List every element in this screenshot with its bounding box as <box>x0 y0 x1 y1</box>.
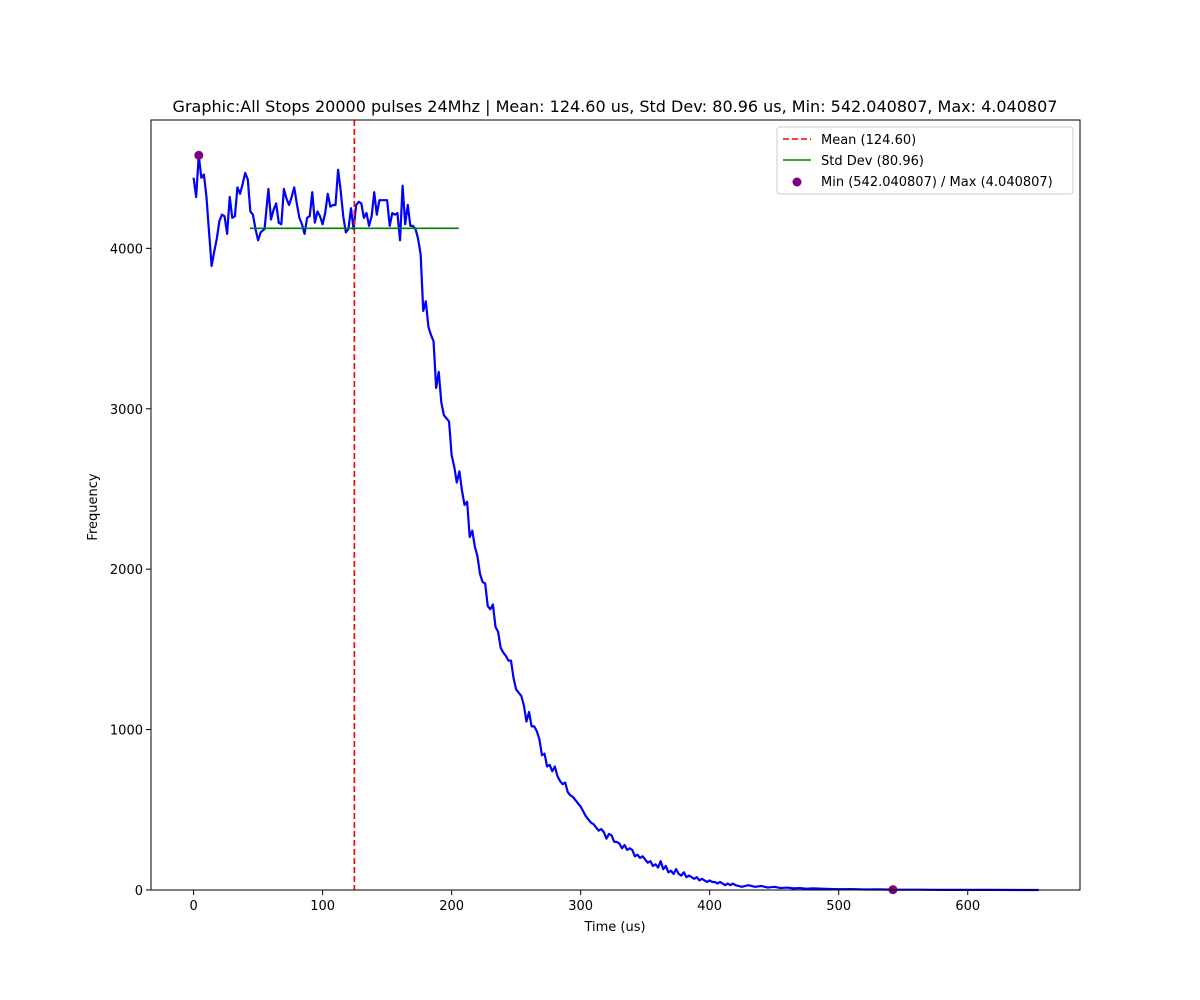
chart-title: Graphic:All Stops 20000 pulses 24Mhz | M… <box>173 97 1058 116</box>
legend-label: Min (542.040807) / Max (4.040807) <box>821 175 1053 190</box>
x-tick-label: 500 <box>826 899 851 914</box>
y-tick-label: 0 <box>135 884 143 899</box>
y-tick-label: 1000 <box>110 724 143 739</box>
legend: Mean (124.60) Std Dev (80.96) Min (542.040… <box>776 126 1074 195</box>
legend-label: Mean (124.60) <box>821 133 916 148</box>
x-tick-label: 200 <box>439 899 464 914</box>
y-tick-label: 3000 <box>110 403 143 418</box>
x-tick-label: 0 <box>189 899 197 914</box>
x-axis-label: Time (us) <box>583 920 645 935</box>
y-tick-label: 2000 <box>110 563 143 578</box>
plot-layer <box>192 120 1039 895</box>
min-max-marker <box>194 150 204 160</box>
x-tick-label: 400 <box>697 899 722 914</box>
y-axis-label: Frequency <box>86 473 101 540</box>
x-tick-label: 600 <box>955 899 980 914</box>
x-axis-ticks: 0 100 200 300 400 500 600 <box>189 890 980 914</box>
x-tick-label: 300 <box>568 899 593 914</box>
y-tick-label: 4000 <box>110 242 143 257</box>
legend-swatch-marker <box>792 177 802 187</box>
series-line <box>192 154 1039 892</box>
axes-frame <box>150 119 1081 891</box>
x-tick-label: 100 <box>310 899 335 914</box>
legend-label: Std Dev (80.96) <box>821 154 924 169</box>
y-axis-ticks: 0 1000 2000 3000 4000 <box>110 242 151 899</box>
legend-box <box>776 126 1074 195</box>
